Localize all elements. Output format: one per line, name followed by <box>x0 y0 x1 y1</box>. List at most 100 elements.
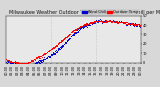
Point <box>50 53 52 55</box>
Point <box>115 20 117 22</box>
Point <box>44 57 47 59</box>
Point <box>88 24 91 25</box>
Point <box>7 60 9 61</box>
Point <box>40 55 42 56</box>
Point <box>84 25 86 27</box>
Point <box>111 21 113 23</box>
Point <box>89 22 92 23</box>
Point <box>90 22 93 24</box>
Point <box>58 41 60 42</box>
Point <box>92 21 94 22</box>
Point <box>57 50 59 51</box>
Point <box>49 56 51 57</box>
Point <box>76 28 79 29</box>
Point <box>76 28 78 29</box>
Point <box>125 22 128 23</box>
Point <box>85 25 87 26</box>
Point <box>57 43 59 45</box>
Point <box>100 21 103 22</box>
Point <box>66 39 69 41</box>
Point <box>50 48 52 49</box>
Point <box>46 51 48 52</box>
Point <box>119 21 121 23</box>
Point <box>72 31 75 32</box>
Point <box>57 47 60 49</box>
Point <box>120 21 122 23</box>
Point <box>110 21 113 22</box>
Point <box>51 54 53 55</box>
Point <box>39 55 41 57</box>
Point <box>71 34 74 36</box>
Point <box>94 21 96 22</box>
Point <box>93 20 96 22</box>
Point <box>64 37 67 38</box>
Point <box>87 23 89 24</box>
Point <box>130 22 133 24</box>
Point <box>6 59 8 61</box>
Point <box>131 22 133 23</box>
Point <box>61 46 64 47</box>
Point <box>90 23 92 24</box>
Point <box>29 64 31 66</box>
Point <box>138 25 141 26</box>
Point <box>129 23 131 24</box>
Point <box>28 61 31 63</box>
Point <box>33 58 35 59</box>
Point <box>59 48 62 49</box>
Point <box>18 63 21 64</box>
Point <box>107 20 109 21</box>
Point <box>58 47 61 49</box>
Point <box>89 21 91 23</box>
Point <box>35 57 38 58</box>
Point <box>131 24 133 25</box>
Point <box>22 66 25 68</box>
Point <box>92 21 95 23</box>
Point <box>41 54 43 55</box>
Point <box>112 21 115 22</box>
Point <box>97 20 100 22</box>
Point <box>40 61 42 62</box>
Point <box>116 20 119 22</box>
Point <box>61 39 63 41</box>
Point <box>32 63 34 64</box>
Point <box>107 21 110 22</box>
Point <box>96 20 98 22</box>
Point <box>80 25 83 26</box>
Point <box>35 57 38 59</box>
Point <box>56 49 59 50</box>
Point <box>72 34 75 36</box>
Point <box>34 62 37 63</box>
Point <box>94 20 97 21</box>
Point <box>25 62 28 63</box>
Point <box>102 21 105 22</box>
Point <box>25 67 28 69</box>
Point <box>113 21 116 22</box>
Point <box>86 26 89 27</box>
Point <box>45 57 48 58</box>
Point <box>69 33 72 34</box>
Point <box>57 42 60 43</box>
Point <box>11 63 13 64</box>
Point <box>68 33 70 35</box>
Point <box>80 27 83 28</box>
Point <box>86 24 89 25</box>
Point <box>48 50 51 51</box>
Point <box>110 22 113 23</box>
Point <box>83 26 85 27</box>
Point <box>28 61 30 63</box>
Point <box>63 37 66 38</box>
Point <box>122 22 124 23</box>
Point <box>133 24 136 25</box>
Point <box>35 56 37 58</box>
Point <box>101 21 103 22</box>
Point <box>63 38 65 40</box>
Point <box>61 39 64 41</box>
Point <box>82 26 85 28</box>
Point <box>116 21 119 22</box>
Point <box>75 28 78 29</box>
Point <box>37 62 40 63</box>
Point <box>19 64 21 65</box>
Point <box>81 25 84 26</box>
Point <box>124 22 127 23</box>
Point <box>92 22 95 23</box>
